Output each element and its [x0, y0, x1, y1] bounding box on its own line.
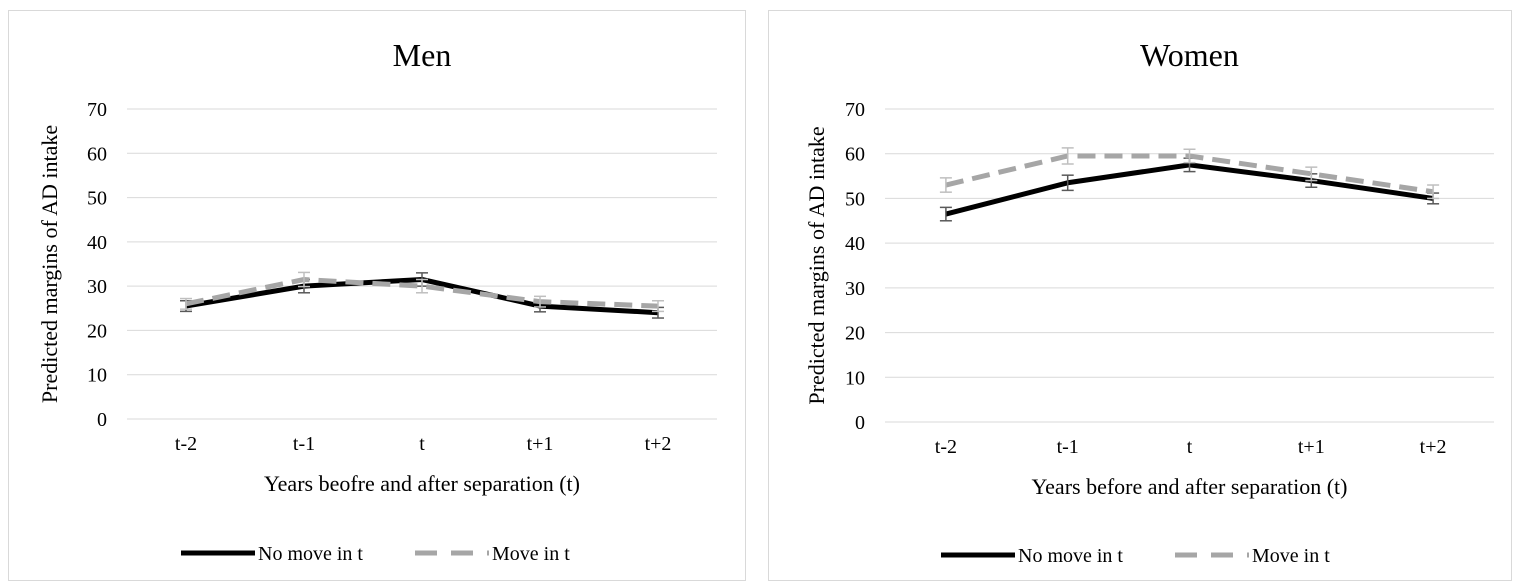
legend: No move in t Move in t	[941, 545, 1330, 567]
legend-label: Move in t	[1252, 545, 1330, 567]
y-tick-label: 70	[87, 99, 107, 121]
line-chart-men: Men 0 10 20 30 40 50 60 70 t-2 t-1 t t+1 t+2 Predicted…	[9, 11, 747, 582]
y-tick-label: 20	[87, 320, 107, 342]
y-tick-label: 0	[97, 409, 107, 431]
y-tick-label: 50	[87, 188, 107, 210]
legend-label: Move in t	[492, 543, 570, 565]
x-tick-label: t-2	[175, 433, 197, 455]
x-tick-label: t+1	[527, 433, 554, 455]
chart-panel-women: Women 0 10 20 30 40 50 60 70 t-2 t-1 t t+1 t+2 Predict…	[768, 10, 1512, 581]
x-tick-label: t-1	[1057, 436, 1079, 458]
y-tick-label: 10	[845, 367, 865, 389]
y-tick-label: 0	[855, 412, 865, 434]
x-tick-label: t+2	[1420, 436, 1447, 458]
x-tick-label: t	[1187, 436, 1193, 458]
legend-label: No move in t	[1018, 545, 1123, 567]
x-tick-label: t-2	[935, 436, 957, 458]
y-tick-label: 50	[845, 188, 865, 210]
chart-title: Men	[393, 37, 452, 73]
y-axis-label: Predicted margins of AD intake	[804, 126, 829, 404]
y-tick-label: 20	[845, 323, 865, 345]
x-tick-label: t	[419, 433, 425, 455]
x-tick-label: t+2	[645, 433, 672, 455]
chart-title: Women	[1140, 37, 1239, 73]
chart-panel-men: Men 0 10 20 30 40 50 60 70 t-2 t-1 t t+1 t+2 Predicted…	[8, 10, 746, 581]
x-axis-label: Years beofre and after separation (t)	[264, 471, 580, 496]
x-tick-label: t+1	[1298, 436, 1325, 458]
y-tick-label: 10	[87, 365, 107, 387]
y-tick-label: 60	[845, 144, 865, 166]
line-chart-women: Women 0 10 20 30 40 50 60 70 t-2 t-1 t t+1 t+2 Predict…	[769, 11, 1513, 582]
y-axis-label: Predicted margins of AD intake	[37, 125, 62, 403]
y-tick-label: 40	[845, 233, 865, 255]
series-move	[940, 148, 1439, 199]
y-tick-label: 30	[845, 278, 865, 300]
y-tick-label: 30	[87, 276, 107, 298]
y-tick-label: 70	[845, 99, 865, 121]
y-tick-label: 60	[87, 143, 107, 165]
legend-label: No move in t	[258, 543, 363, 565]
legend: No move in t Move in t	[181, 543, 570, 565]
y-tick-label: 40	[87, 232, 107, 254]
x-axis-label: Years before and after separation (t)	[1031, 474, 1347, 499]
x-tick-label: t-1	[293, 433, 315, 455]
